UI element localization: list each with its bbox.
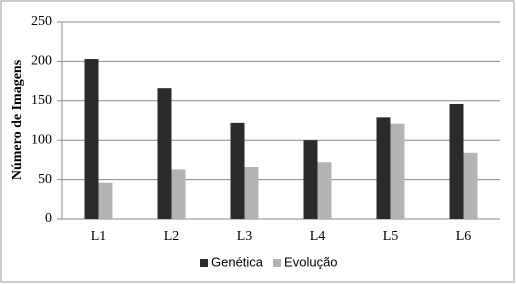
bar (244, 166, 259, 219)
y-tick-label: 100 (31, 132, 52, 147)
y-tick-label: 0 (45, 211, 52, 226)
x-tick-label: L2 (164, 229, 180, 244)
y-tick-label: 150 (31, 93, 52, 108)
x-tick-label: L6 (456, 229, 472, 244)
legend-label: Genética (211, 254, 264, 269)
bar (98, 182, 113, 219)
bar (303, 140, 318, 219)
bar (171, 169, 186, 219)
y-tick-label: 200 (31, 54, 52, 69)
bar (463, 152, 478, 219)
legend-label: Evolução (284, 254, 337, 269)
y-tick-label: 50 (38, 172, 52, 187)
bar (157, 88, 172, 219)
bar (390, 123, 405, 219)
x-tick-label: L5 (383, 229, 399, 244)
x-tick-label: L1 (91, 229, 107, 244)
legend-swatch (273, 259, 282, 267)
y-axis-label: Número de Imagens (10, 59, 25, 180)
bar (84, 59, 99, 220)
bar (230, 122, 245, 219)
bar (449, 103, 464, 219)
y-tick-label: 250 (31, 14, 52, 29)
x-tick-label: L4 (310, 229, 326, 244)
legend-swatch (200, 259, 208, 267)
bar (376, 117, 391, 219)
x-tick-label: L3 (237, 229, 253, 244)
bar (317, 162, 332, 219)
